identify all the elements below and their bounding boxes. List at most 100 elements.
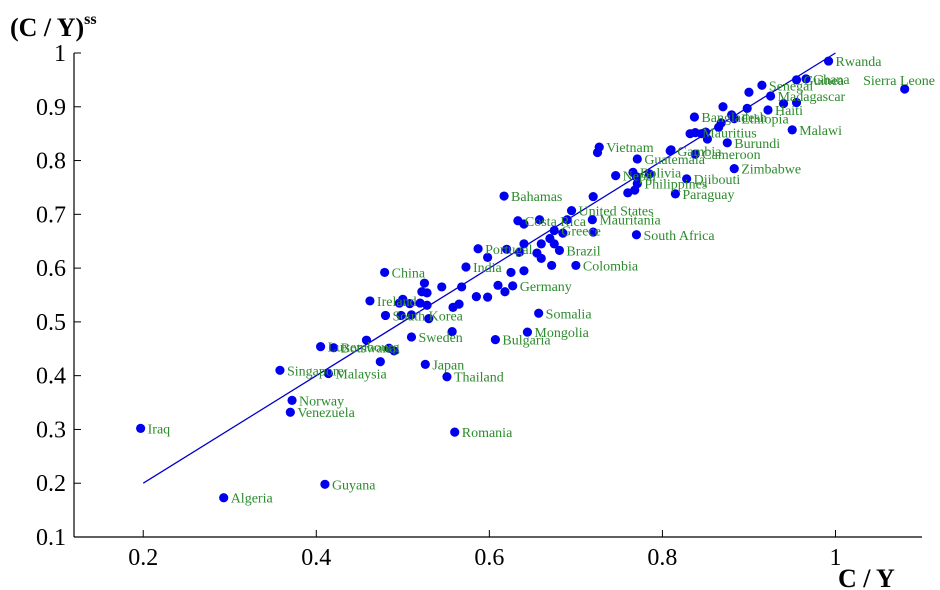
data-point — [787, 125, 797, 135]
country-label: Norway — [299, 394, 344, 409]
data-point — [900, 84, 910, 94]
axis-titles: (C / Y)ss C / Y — [10, 11, 895, 590]
data-point — [558, 228, 568, 238]
data-point — [508, 281, 518, 291]
data-point — [320, 479, 330, 489]
y-tick-label: 0.5 — [36, 310, 66, 336]
x-tick-label: 1 — [829, 545, 841, 571]
country-label: Philippines — [644, 178, 707, 193]
country-label: Venezuela — [297, 406, 355, 421]
data-point — [571, 260, 581, 271]
data-point — [420, 359, 430, 369]
country-label: South Africa — [643, 229, 715, 244]
data-point — [763, 105, 773, 115]
country-label: Greece — [561, 224, 601, 239]
data-point — [566, 205, 577, 216]
data-point — [562, 215, 572, 225]
data-point — [536, 239, 546, 249]
data-point — [493, 280, 503, 290]
country-label: Bulgaria — [502, 334, 551, 349]
data-point — [323, 368, 333, 379]
country-label: Sierra Leone — [863, 74, 935, 89]
country-label: Somalia — [546, 307, 593, 322]
country-label: Costa Rica — [525, 215, 587, 230]
data-point — [515, 247, 525, 257]
y-tick-label: 0.2 — [36, 471, 66, 497]
country-label: Mauritius — [702, 127, 756, 142]
data-point — [714, 122, 724, 132]
data-point — [611, 171, 621, 181]
country-label: Paraguay — [682, 188, 734, 203]
data-point — [424, 314, 434, 324]
country-label: China — [392, 266, 426, 281]
data-point — [285, 407, 295, 417]
data-point — [587, 215, 597, 225]
data-point — [513, 216, 523, 226]
data-point — [415, 298, 425, 308]
country-label: Romania — [462, 426, 513, 441]
data-point — [394, 298, 404, 308]
data-point — [502, 244, 512, 254]
country-label: Vietnam — [606, 141, 653, 156]
country-label: Madagascar — [778, 90, 846, 105]
y-tick-label: 0.9 — [36, 95, 66, 121]
data-point — [522, 327, 533, 337]
country-label: Botswana — [341, 342, 397, 357]
data-point — [554, 245, 565, 255]
country-label: Mauritania — [599, 214, 661, 229]
country-label: Ireland — [377, 295, 417, 310]
data-point — [689, 112, 700, 122]
y-tick-label: 1 — [54, 41, 66, 67]
country-label: Bolivia — [640, 166, 682, 181]
data-point — [136, 423, 146, 433]
data-point — [757, 80, 767, 90]
data-point — [380, 267, 390, 278]
data-point — [361, 335, 372, 345]
country-label: Cameroon — [702, 148, 760, 163]
data-point — [588, 227, 598, 237]
data-point — [690, 149, 700, 159]
data-point — [219, 493, 229, 503]
x-axis-title: C / Y — [838, 564, 895, 590]
data-point — [457, 282, 467, 292]
country-label: Portugal — [485, 243, 533, 258]
data-point — [380, 310, 391, 321]
data-point — [316, 342, 326, 352]
data-point — [384, 343, 394, 353]
country-label: Mongolia — [534, 326, 589, 341]
y-tick-label: 0.4 — [36, 364, 66, 390]
data-point — [450, 427, 460, 437]
y-tick-label: 0.1 — [36, 525, 66, 551]
data-point — [729, 114, 739, 124]
country-label: Germany — [520, 280, 572, 295]
data-point — [448, 302, 458, 312]
data-point — [729, 164, 739, 174]
data-point — [547, 260, 557, 271]
data-point — [437, 282, 447, 292]
data-point — [682, 174, 692, 184]
data-point — [628, 167, 638, 177]
data-point — [500, 287, 510, 297]
data-point — [461, 262, 471, 272]
y-tick-label: 0.6 — [36, 256, 66, 282]
data-point — [406, 310, 417, 320]
data-point — [690, 127, 700, 138]
data-point — [328, 343, 339, 353]
x-tick-label: 0.4 — [301, 545, 331, 571]
data-point — [534, 308, 544, 318]
y-tick-label: 0.7 — [36, 202, 66, 228]
data-point — [422, 300, 432, 310]
data-point — [483, 252, 493, 262]
data-point — [765, 91, 776, 101]
svg-text:(C / Y)ss: (C / Y)ss — [10, 11, 97, 42]
data-point — [778, 98, 789, 109]
data-point — [287, 395, 297, 406]
data-point — [744, 87, 754, 97]
data-point — [396, 310, 406, 321]
data-point — [632, 154, 642, 164]
data-point — [406, 332, 417, 342]
data-point — [702, 134, 713, 144]
data-point — [365, 296, 375, 306]
country-label: Guatemala — [644, 153, 705, 168]
